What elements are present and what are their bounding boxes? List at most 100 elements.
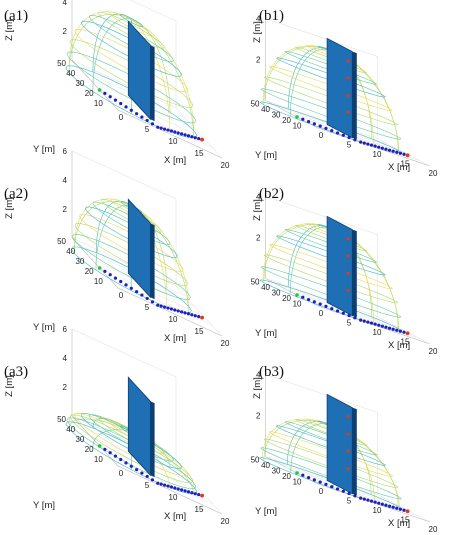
path-point <box>353 494 357 498</box>
path-point <box>377 145 381 149</box>
y-tick-label: 50 <box>57 59 66 68</box>
target-point <box>346 271 350 275</box>
z-tick-label: 2 <box>63 27 68 36</box>
path-point <box>145 296 149 301</box>
path-point <box>197 315 201 319</box>
z-axis-label: Z [m] <box>4 375 15 397</box>
path-point <box>369 499 374 503</box>
wall-edge <box>150 401 155 478</box>
axis-floor <box>265 278 431 345</box>
z-axis-label: Z [m] <box>4 19 15 41</box>
y-tick-label: 40 <box>66 69 75 78</box>
mesh-line <box>262 418 331 458</box>
path-point <box>129 464 133 468</box>
x-tick-label: 5 <box>145 303 150 312</box>
path-point <box>169 307 173 311</box>
path-point <box>387 326 392 330</box>
y-tick-label: 10 <box>293 300 302 309</box>
x-tick-label: 10 <box>373 328 382 337</box>
path-point <box>306 297 311 302</box>
mesh-line <box>131 18 195 139</box>
path-point <box>166 484 170 488</box>
x-tick-label: 20 <box>221 161 230 170</box>
path-point <box>377 323 381 327</box>
y-tick-label: 50 <box>57 415 66 424</box>
path-point <box>341 133 345 137</box>
path-point <box>156 481 160 485</box>
path-point <box>183 133 187 137</box>
x-tick-label: 15 <box>401 516 410 525</box>
x-tick-label: 10 <box>373 506 382 515</box>
path-point <box>306 475 311 480</box>
x-tick-label: 0 <box>119 291 124 300</box>
path-point <box>180 488 184 492</box>
mesh-line <box>119 13 144 27</box>
path-point <box>312 300 316 304</box>
y-tick-label: 30 <box>75 79 84 88</box>
y-tick-label: 30 <box>272 467 281 476</box>
path-point <box>335 131 340 135</box>
path-point <box>190 491 194 495</box>
z-axis-label: Z [m] <box>252 21 263 43</box>
x-axis-label: X [m] <box>164 511 186 522</box>
z-axis-label: Z [m] <box>252 377 263 399</box>
target-point <box>346 254 350 258</box>
path-point <box>183 311 187 315</box>
path-point <box>384 325 388 329</box>
target-point <box>346 415 350 419</box>
start-point <box>295 471 299 475</box>
wall-edge <box>150 223 155 300</box>
panel-label: (b3) <box>259 364 284 380</box>
path-point <box>135 290 139 294</box>
path-point <box>362 497 366 501</box>
path-point <box>140 115 144 119</box>
path-point <box>391 505 395 509</box>
y-tick-label: 20 <box>282 116 291 125</box>
wall-edge <box>150 45 155 122</box>
x-tick-label: 10 <box>373 150 382 159</box>
grid-back-wall <box>265 18 378 139</box>
path-point <box>183 489 187 493</box>
path-point <box>398 507 402 511</box>
path-point <box>140 293 144 297</box>
mesh-line <box>289 226 331 295</box>
y-tick-label: 50 <box>251 456 260 465</box>
x-tick-label: 5 <box>347 141 352 150</box>
x-tick-label: 15 <box>195 327 204 336</box>
z-tick-label: 4 <box>63 0 68 7</box>
x-tick-label: 20 <box>429 525 438 534</box>
wall-edge <box>352 51 357 140</box>
y-tick-label: 50 <box>57 237 66 246</box>
x-axis-label: X [m] <box>164 155 186 166</box>
z-tick-label: 4 <box>63 176 68 185</box>
path-point <box>166 306 170 310</box>
mesh-line <box>95 200 132 253</box>
z-tick-label: 2 <box>63 205 68 214</box>
path-point <box>335 309 340 313</box>
path-point <box>190 135 194 139</box>
path-point <box>318 302 322 306</box>
path-point <box>180 310 184 314</box>
path-point <box>359 496 363 500</box>
y-tick-label: 20 <box>282 294 291 303</box>
path-point <box>108 273 112 277</box>
path-point <box>391 149 395 153</box>
path-point <box>103 269 107 273</box>
x-tick-label: 5 <box>347 319 352 328</box>
path-point <box>306 119 311 124</box>
path-point <box>113 454 118 458</box>
path-point <box>119 101 123 106</box>
x-tick-label: 0 <box>119 113 124 122</box>
path-point <box>347 313 351 318</box>
path-point <box>366 142 370 146</box>
path-point <box>318 124 322 128</box>
path-point <box>103 447 107 451</box>
z-tick-label: 4 <box>256 371 261 380</box>
y-axis-label: Y [m] <box>33 500 55 511</box>
path-point <box>330 485 334 489</box>
z-tick-label: 4 <box>256 193 261 202</box>
y-tick-label: 20 <box>282 472 291 481</box>
path-point <box>318 480 322 484</box>
y-tick-label: 30 <box>75 435 84 444</box>
